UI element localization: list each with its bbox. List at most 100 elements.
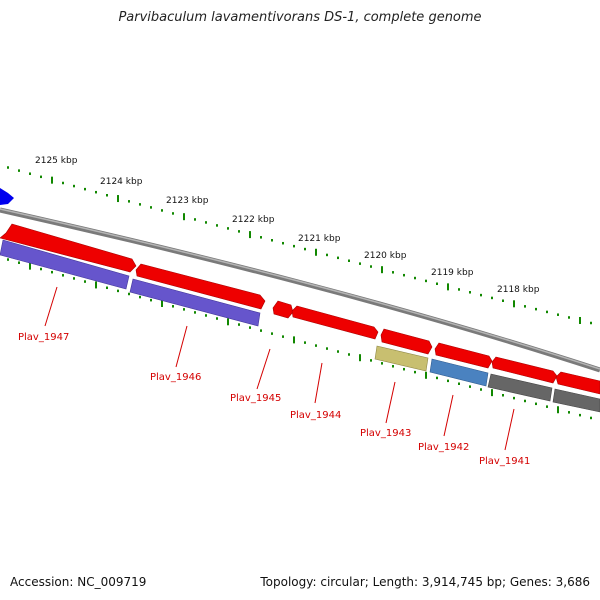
gene-arrow-forward [291,305,379,340]
minor-tick [557,313,559,316]
minor-tick [172,305,174,308]
minor-tick [282,241,284,245]
gene-arrow-forward [434,342,493,369]
minor-tick [62,181,64,185]
minor-tick [304,247,306,251]
minor-tick [282,335,284,338]
minor-tick [73,277,75,280]
minor-tick [414,370,416,374]
minor-tick [128,292,130,296]
gene-arrow-forward [272,300,294,319]
gene-label: Plav_1945 [230,393,281,404]
gene-label: Plav_1947 [18,332,69,343]
minor-tick [271,239,273,242]
major-tick [51,176,53,184]
major-tick [491,389,493,397]
minor-tick [480,388,482,391]
upper-tick-ruler [7,166,592,325]
kbp-label: 2120 kbp [364,251,407,261]
gene-label: Plav_1946 [150,372,201,383]
kbp-label: 2123 kbp [166,196,209,206]
minor-tick [106,286,108,290]
minor-tick [205,221,207,224]
minor-tick [18,169,20,172]
gene-arrow-forward [555,371,600,395]
gene-arrow-forward [491,356,558,384]
minor-tick [260,329,262,332]
gene-arrow-reverse [0,239,130,290]
minor-tick [260,236,262,239]
minor-tick [469,385,471,388]
minor-tick [51,270,53,274]
minor-tick [7,166,9,169]
leader-line [314,362,323,404]
minor-tick [139,295,141,299]
gene-arrow-reverse [487,373,553,402]
minor-tick [238,230,240,233]
minor-tick [502,394,504,397]
minor-tick [403,273,405,277]
minor-tick [491,296,493,300]
reverse-genes [0,239,600,413]
minor-tick [568,411,570,414]
major-tick [447,283,449,291]
gene-arrow-forward [380,328,433,355]
minor-tick [370,359,372,362]
major-tick [249,231,251,239]
genome-title: Parvibaculum lavamentivorans DS-1, compl… [118,10,482,25]
minor-tick [469,291,471,294]
kbp-label: 2124 kbp [100,177,143,187]
gene-arrow-forward [0,223,137,273]
major-tick [95,281,97,289]
minor-tick [392,365,394,368]
minor-tick [271,332,273,335]
minor-tick [568,316,570,319]
minor-tick [359,262,361,265]
minor-tick [524,305,526,308]
minor-tick [381,362,383,365]
minor-tick [513,396,515,400]
minor-tick [29,172,31,175]
minor-tick [205,314,207,317]
accession-text: Accession: NC_009719 [10,575,147,589]
leader-line [175,325,188,368]
leader-line [385,381,396,424]
minor-tick [183,308,185,311]
minor-tick [348,259,350,262]
major-tick [29,262,31,270]
kbp-label: 2125 kbp [35,156,78,166]
major-tick [359,354,361,362]
minor-tick [425,279,427,283]
major-tick [117,195,119,203]
minor-tick [480,293,482,297]
minor-tick [326,347,328,350]
minor-tick [150,298,152,302]
gene-arrow-reverse [429,358,489,387]
minor-tick [546,405,548,408]
minor-tick [84,280,86,283]
minor-tick [304,341,306,344]
minor-tick [249,326,251,329]
minor-tick [194,311,196,314]
minor-tick [337,256,339,260]
major-tick [513,300,515,308]
gene-label: Plav_1941 [479,456,530,467]
major-tick [381,266,383,274]
kbp-label: 2121 kbp [298,234,341,244]
minor-tick [150,206,152,209]
minor-tick [161,209,163,212]
minor-tick [458,288,460,291]
major-tick [161,299,163,307]
minor-tick [40,175,42,179]
minor-tick [18,261,20,264]
minor-tick [579,413,581,417]
minor-tick [7,258,9,261]
minor-tick [414,276,416,280]
kbp-label: 2119 kbp [431,268,474,278]
minor-tick [337,350,339,353]
major-tick [425,371,427,379]
minor-tick [128,200,130,203]
gene-label: Plav_1944 [290,410,341,421]
minor-tick [62,274,64,277]
